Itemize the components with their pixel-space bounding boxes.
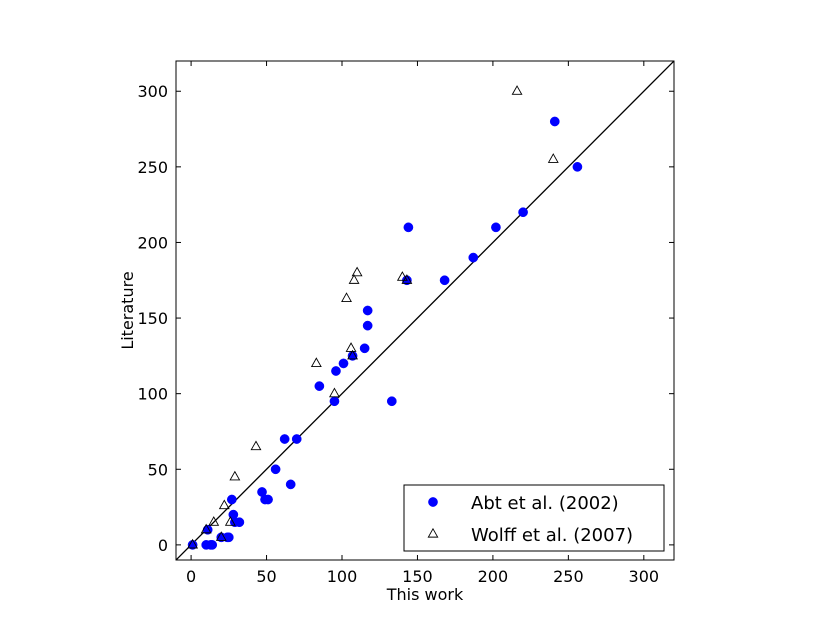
data-point-triangle — [208, 516, 220, 526]
data-point-circle — [518, 207, 528, 218]
data-point-triangle — [348, 274, 360, 284]
data-point-triangle — [347, 349, 359, 360]
data-point-triangle — [200, 523, 212, 534]
data-point-circle — [234, 517, 245, 528]
y-tick-label: 0 — [158, 536, 168, 555]
x-tick-label: 200 — [478, 567, 509, 586]
data-point-circle — [285, 479, 296, 490]
x-tick-label: 50 — [256, 567, 276, 586]
data-point-triangle — [396, 271, 408, 281]
data-point-circle — [386, 396, 397, 407]
data-point-triangle — [218, 499, 230, 510]
data-point-triangle — [215, 531, 227, 541]
data-point-circle — [338, 358, 349, 369]
data-point-circle — [549, 116, 560, 127]
data-point-triangle — [250, 440, 262, 451]
series-2 — [187, 85, 559, 549]
legend-marker-triangle — [427, 527, 439, 538]
y-tick-label: 250 — [137, 158, 168, 177]
x-tick-label: 0 — [186, 567, 196, 586]
data-point-circle — [362, 305, 373, 316]
data-point-circle — [270, 464, 281, 475]
legend-marker-circle — [428, 497, 438, 507]
data-point-circle — [207, 540, 218, 550]
y-tick-label: 150 — [137, 309, 168, 328]
data-point-triangle — [511, 85, 523, 95]
x-axis-title: This work — [386, 585, 464, 604]
data-point-triangle — [341, 292, 352, 302]
data-point-circle — [572, 161, 583, 172]
data-point-circle — [403, 222, 414, 233]
y-tick-label: 200 — [137, 233, 168, 252]
data-point-triangle — [351, 266, 363, 277]
data-point-circle — [226, 494, 237, 505]
data-point-circle — [359, 343, 370, 354]
reference-line — [176, 61, 674, 560]
data-point-circle — [468, 252, 479, 263]
data-point-triangle — [229, 470, 241, 481]
data-point-triangle — [187, 538, 199, 549]
data-point-circle — [329, 396, 340, 407]
data-point-triangle — [310, 357, 322, 367]
x-tick-label: 300 — [629, 567, 660, 586]
legend-box — [403, 484, 665, 552]
x-tick-label: 100 — [327, 567, 358, 586]
x-tick-label: 150 — [402, 567, 433, 586]
y-tick-label: 300 — [137, 82, 168, 101]
x-tick-label: 250 — [553, 567, 584, 586]
data-point-triangle — [329, 387, 340, 398]
data-point-circle — [291, 434, 302, 444]
data-point-circle — [491, 222, 501, 233]
data-point-circle — [314, 381, 325, 391]
y-tick-label: 100 — [137, 385, 168, 404]
plot-frame — [175, 60, 675, 561]
data-point-circle — [263, 494, 273, 505]
legend-label: Abt et al. (2002) — [471, 493, 619, 514]
data-point-circle — [362, 320, 373, 331]
data-point-triangle — [345, 342, 357, 352]
y-axis-title: Literature — [118, 271, 137, 349]
data-point-circle — [331, 366, 341, 376]
data-point-circle — [279, 434, 290, 444]
y-tick-label: 50 — [148, 460, 168, 479]
data-point-triangle — [224, 516, 236, 526]
data-point-triangle — [401, 274, 413, 284]
series-1 — [187, 116, 583, 550]
data-point-circle — [439, 275, 450, 286]
data-point-triangle — [547, 153, 559, 163]
legend-label: Wolff et al. (2007) — [471, 525, 633, 546]
